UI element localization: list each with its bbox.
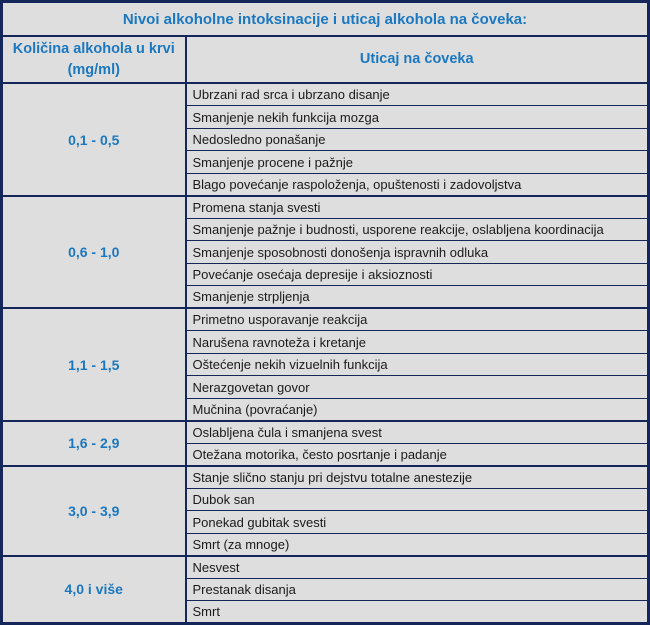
effect-cell: Smanjenje sposobnosti donošenja ispravni… [185,240,649,264]
effect-cell: Smrt [185,600,649,624]
table-row: 1,6 - 2,9 Oslabljena čula i smanjena sves… [1,419,649,467]
effect-cell: Nedosledno ponašanje [185,127,649,152]
effect-cell: Povećanje osećaja depresije i aksioznost… [185,262,649,287]
column-header-effect: Uticaj na čoveka [185,35,649,85]
effect-cell: Smanjenje procene i pažnje [185,150,649,174]
effect-cell: Primetno usporavanje reakcija [185,307,649,332]
table-row: Smanjenje procene i pažnje [2,150,649,174]
effect-cell: Smanjenje strpljenja [185,285,649,309]
column-header-amount: Količina alkohola u krvi (mg/ml) [1,35,187,85]
effect-cell: Narušena ravnoteža i kretanje [185,330,649,354]
effect-cell: Prestanak disanja [185,577,649,602]
effect-cell: Oslabljena čula i smanjena svest [185,419,649,444]
effect-cell: Smanjenje nekih funkcija mozga [185,105,649,129]
table-row: 1,1 - 1,5 Primetno usporavanje reakcija [1,307,649,422]
table-row: Otežana motorika, često posrtanje i pada… [2,442,649,467]
blood-alcohol-range: 1,6 - 2,9 [1,419,187,467]
table-row: Prestanak disanja [2,577,649,602]
blood-alcohol-range: 0,1 - 0,5 [1,82,187,197]
table-title: Nivoi alkoholne intoksinacije i uticaj a… [1,1,649,38]
table-row: Smrt (za mnoge) [2,532,649,557]
effect-cell: Otežana motorika, često posrtanje i pada… [185,442,649,467]
blood-alcohol-range: 4,0 i više [1,554,187,625]
effect-cell: Ubrzani rad srca i ubrzano disanje [185,82,649,107]
column-header-amount-line1: Količina alkohola u krvi [12,40,175,57]
effect-cell: Mučnina (povraćanje) [185,397,649,422]
table-row: 4,0 i više Nesvest [1,554,649,625]
effect-cell: Nerazgovetan govor [185,375,649,399]
effect-cell: Smanjenje pažnje i budnosti, usporene re… [185,217,649,242]
table-row: Nedosledno ponašanje [2,127,649,152]
effect-cell: Blago povećanje raspoloženja, opuštenost… [185,172,649,197]
blood-alcohol-range: 3,0 - 3,9 [1,464,187,557]
header-row: Količina alkohola u krvi (mg/ml) Uticaj … [1,35,649,85]
table-row: Dubok san [2,487,649,512]
table-row: Smanjenje pažnje i budnosti, usporene re… [2,217,649,242]
table-row: 0,1 - 0,5 Ubrzani rad srca i ubrzano disa… [1,82,649,197]
effect-cell: Smrt (za mnoge) [185,532,649,557]
effect-cell: Nesvest [185,554,649,579]
blood-alcohol-range: 0,6 - 1,0 [1,194,187,310]
title-row: Nivoi alkoholne intoksinacije i uticaj a… [1,1,649,38]
effect-cell: Stanje slično stanju pri dejstvu totalne… [185,464,649,489]
table-row: Narušena ravnoteža i kretanje [2,330,649,354]
effect-cell: Oštećenje nekih vizuelnih funkcija [185,352,649,377]
effect-cell: Promena stanja svesti [185,194,649,219]
table-row: Oštećenje nekih vizuelnih funkcija [2,352,649,377]
effect-cell: Ponekad gubitak svesti [185,510,649,534]
blood-alcohol-range: 1,1 - 1,5 [1,307,187,422]
column-header-amount-line2: (mg/ml) [67,61,120,78]
table-row: Smrt [2,600,649,624]
effect-cell: Dubok san [185,487,649,512]
table-row: 3,0 - 3,9 Stanje slično stanju pri dejstv… [1,464,649,557]
table-row: 0,6 - 1,0 Promena stanja svesti [1,194,649,310]
